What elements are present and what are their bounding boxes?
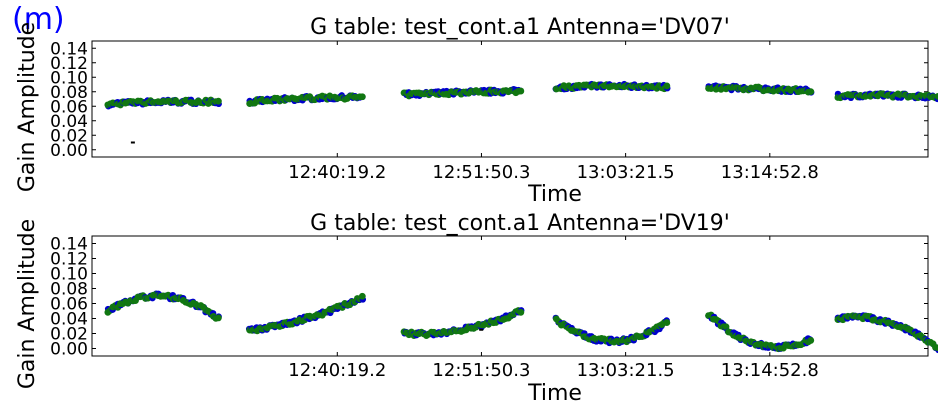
data-point-green [663, 82, 671, 90]
x-tick-label: 12:51:50.3 [432, 360, 530, 381]
data-points [104, 80, 938, 144]
y-tick-label: 0.04 [50, 112, 88, 132]
x-tick-label: 13:14:52.8 [721, 360, 819, 381]
x-axis-label: Time [527, 381, 582, 406]
outlier-point [130, 141, 135, 144]
y-tick-label: 0.02 [50, 325, 88, 345]
data-point-green [934, 92, 938, 100]
data-point-green [663, 319, 671, 326]
outlier-point [479, 328, 484, 331]
x-tick-label: 13:14:52.8 [721, 162, 819, 183]
data-point-green [215, 97, 222, 105]
y-axis-label: Gain Amplitude [15, 22, 40, 192]
chart-title: G table: test_cont.a1 Antenna='DV07' [310, 15, 730, 40]
x-tick-label: 12:40:19.2 [288, 360, 386, 381]
y-tick-label: 0.06 [50, 295, 88, 315]
x-tick-label: 13:03:21.5 [577, 162, 675, 183]
x-tick-label: 12:40:19.2 [288, 162, 386, 183]
panel-label: (m) [12, 2, 65, 37]
y-tick-label: 0.00 [50, 340, 88, 360]
data-point-green [215, 314, 222, 322]
data-point-green [517, 308, 525, 316]
y-tick-label: 0.14 [50, 235, 88, 255]
y-tick-label: 0.00 [50, 141, 88, 161]
y-tick-label: 0.14 [50, 39, 88, 59]
y-tick-label: 0.12 [50, 250, 88, 270]
y-tick-label: 0.04 [50, 310, 88, 330]
y-tick-label: 0.12 [50, 54, 88, 74]
chart-panel-1: G table: test_cont.a1 Antenna='DV07' 0.00… [15, 15, 938, 207]
y-tick-label: 0.08 [50, 280, 88, 300]
data-points [104, 290, 938, 354]
data-point-green [807, 88, 815, 96]
y-tick-label: 0.08 [50, 83, 88, 103]
data-point-green [934, 344, 938, 352]
y-axis-label: Gain Amplitude [15, 219, 40, 389]
x-axis-label: Time [527, 182, 582, 207]
x-tick-label: 13:03:21.5 [577, 360, 675, 381]
x-tick-label: 12:51:50.3 [432, 162, 530, 183]
chart-title: G table: test_cont.a1 Antenna='DV19' [310, 211, 730, 236]
data-point-green [807, 337, 815, 344]
y-tick-label: 0.02 [50, 126, 88, 146]
data-point-green [358, 93, 366, 101]
chart-panel-2: G table: test_cont.a1 Antenna='DV19' 0.00… [15, 211, 938, 406]
data-point-green [517, 87, 525, 95]
data-point-green [358, 292, 366, 300]
y-tick-label: 0.10 [50, 265, 88, 285]
plot-frame [91, 235, 929, 357]
y-tick-label: 0.10 [50, 68, 88, 88]
y-tick-label: 0.06 [50, 97, 88, 117]
